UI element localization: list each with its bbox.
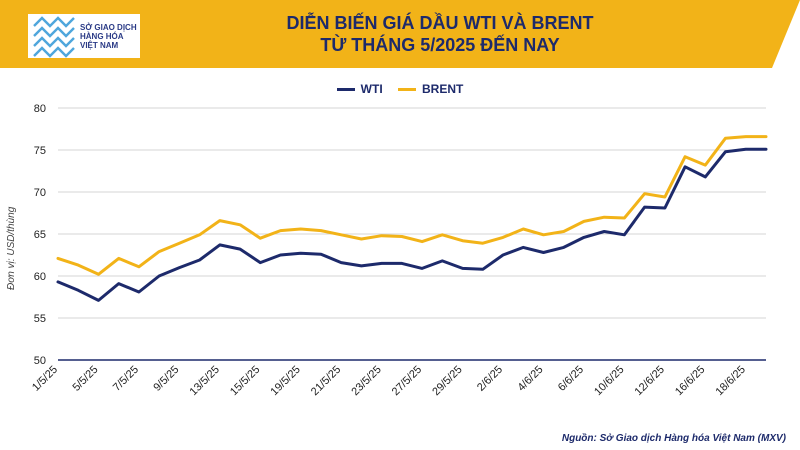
- x-tick-label: 27/5/25: [390, 364, 424, 398]
- x-tick-label: 9/5/25: [151, 364, 181, 394]
- series-line-brent: [56, 135, 768, 276]
- y-tick-label: 80: [34, 103, 46, 115]
- series-line-wti: [56, 147, 768, 302]
- y-tick-label: 70: [34, 187, 46, 199]
- banner-accent-shape: [0, 0, 800, 68]
- legend-label-brent: BRENT: [422, 82, 464, 96]
- x-tick-label: 16/6/25: [673, 364, 707, 398]
- y-tick-label: 50: [34, 355, 46, 367]
- x-tick-label: 6/6/25: [556, 364, 586, 394]
- chart-title-line-1: DIỄN BIẾN GIÁ DẦU WTI VÀ BRENT: [286, 13, 594, 33]
- y-tick-label: 65: [34, 229, 46, 241]
- x-tick-label: 23/5/25: [349, 364, 383, 398]
- x-tick-label: 4/6/25: [515, 364, 545, 394]
- y-tick-label: 60: [34, 271, 46, 283]
- logo-text: SỞ GIAO DỊCH HÀNG HÓA VIỆT NAM: [80, 23, 137, 50]
- legend-item-brent: BRENT: [398, 82, 463, 96]
- legend-swatch-wti: [336, 88, 355, 92]
- chart-legend: WTI BRENT: [0, 82, 800, 96]
- x-tick-label: 29/5/25: [430, 364, 464, 398]
- logo-line-2: HÀNG HÓA: [80, 32, 124, 41]
- logo-mark-icon: [33, 16, 75, 58]
- x-tick-label: 15/5/25: [228, 364, 262, 398]
- logo-line-3: VIỆT NAM: [80, 41, 119, 50]
- banner-background: [0, 0, 800, 68]
- legend-label-wti: WTI: [360, 82, 383, 96]
- x-tick-label: 12/6/25: [633, 364, 667, 398]
- x-tick-label: 19/5/25: [268, 364, 302, 398]
- y-tick-label: 75: [34, 145, 46, 157]
- logo: SỞ GIAO DỊCH HÀNG HÓA VIỆT NAM: [28, 14, 140, 58]
- x-tick-label: 7/5/25: [111, 364, 141, 394]
- title-banner: SỞ GIAO DỊCH HÀNG HÓA VIỆT NAM DIỄN BIẾN…: [0, 0, 800, 68]
- x-tick-label: 5/5/25: [70, 364, 100, 394]
- logo-line-1: SỞ GIAO DỊCH: [80, 23, 137, 32]
- x-tick-label: 18/6/25: [713, 364, 747, 398]
- x-tick-label: 13/5/25: [188, 364, 222, 398]
- x-tick-label: 21/5/25: [309, 364, 343, 398]
- legend-item-wti: WTI: [336, 82, 383, 96]
- legend-swatch-brent: [398, 88, 416, 92]
- x-tick-label: 1/5/25: [30, 364, 60, 394]
- chart-title-line-2: TỪ THÁNG 5/2025 ĐẾN NAY: [320, 35, 560, 55]
- x-tick-label: 10/6/25: [592, 364, 626, 398]
- source-note: Nguồn: Sở Giao dịch Hàng hóa Việt Nam (M…: [561, 433, 786, 444]
- chart-title: DIỄN BIẾN GIÁ DẦU WTI VÀ BRENT TỪ THÁNG …: [170, 12, 710, 56]
- y-tick-label: 55: [34, 313, 46, 325]
- x-tick-label: 2/6/25: [475, 364, 505, 394]
